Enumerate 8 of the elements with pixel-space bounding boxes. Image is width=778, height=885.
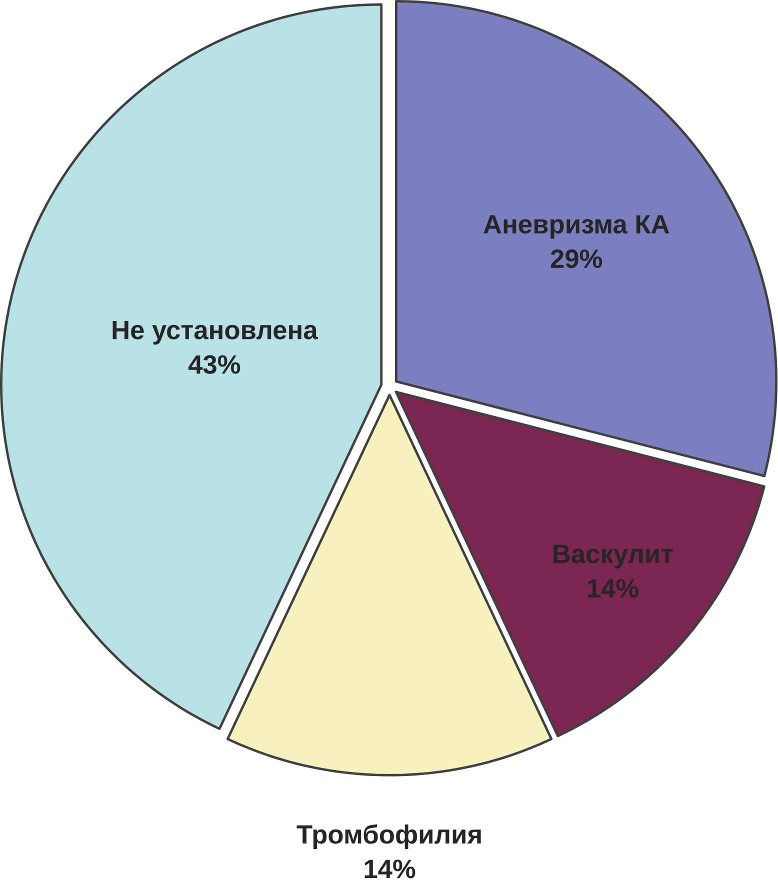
slice-label: Не установлена <box>113 320 318 345</box>
data-label: 43% <box>188 355 240 374</box>
slice-label: Тромбофилия <box>296 824 482 850</box>
data-label: 14% <box>588 579 639 598</box>
data-label: 29% <box>551 249 602 268</box>
slice-label: Аневризма КА <box>484 215 670 239</box>
data-label: 14% <box>365 860 416 878</box>
slice-label: Васкулит <box>554 544 674 568</box>
